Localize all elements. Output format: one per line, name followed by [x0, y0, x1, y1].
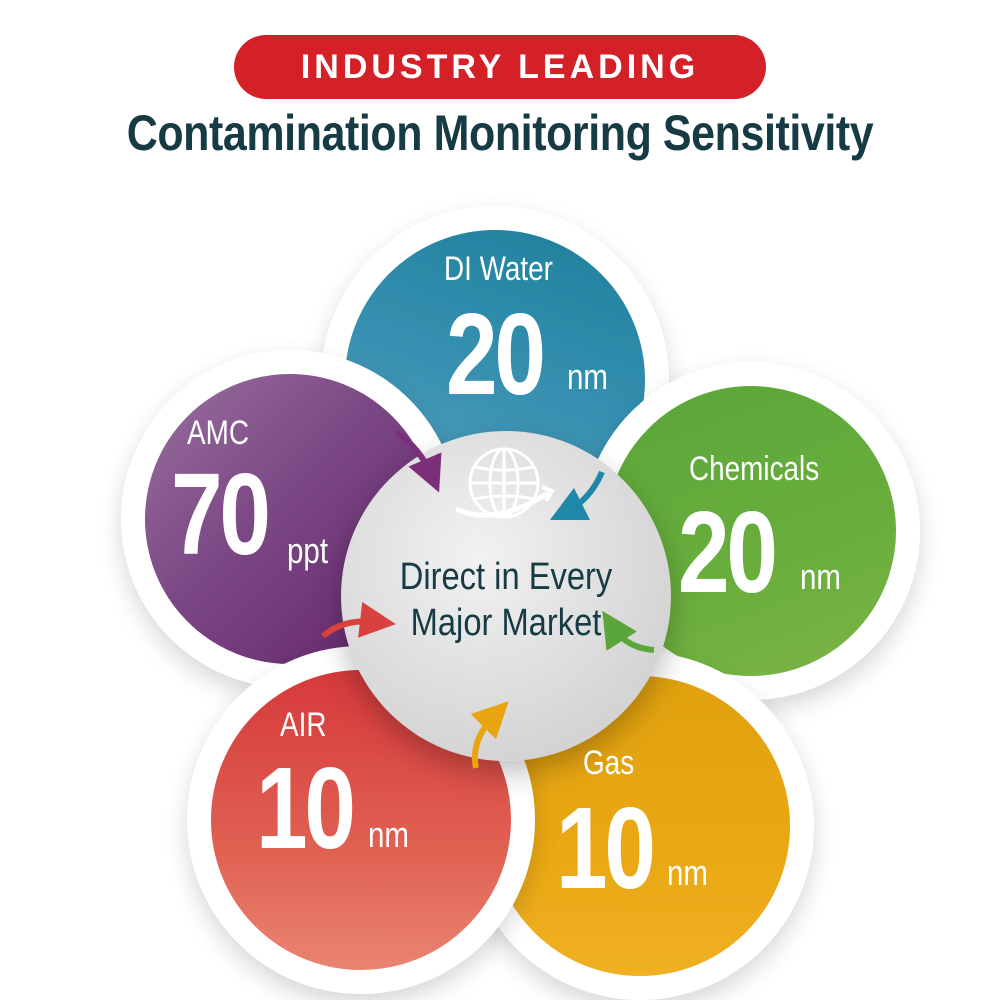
badge-text: INDUSTRY LEADING [300, 47, 700, 86]
gas-arrow [470, 701, 509, 769]
gas-unit: nm [667, 852, 709, 893]
di-water-label: DI Water [444, 250, 553, 288]
amc-label: AMC [187, 414, 249, 452]
globe-icon [454, 447, 555, 519]
amc-value: 70 [171, 449, 271, 579]
di-water-arrow [549, 470, 605, 521]
gas-value: 10 [556, 783, 656, 913]
chemicals-label: Chemicals [689, 450, 820, 488]
chemicals-value: 20 [678, 487, 778, 617]
air-arrow [321, 602, 396, 639]
di-water-unit: nm [567, 356, 609, 397]
air-label: AIR [280, 706, 327, 744]
chemicals-unit: nm [800, 556, 842, 597]
amc-arrow [394, 429, 442, 493]
gas-label: Gas [583, 744, 635, 782]
chemicals-arrow [602, 610, 655, 653]
air-value: 10 [256, 743, 356, 873]
di-water-value: 20 [446, 289, 546, 419]
center-line-2: Major Market [410, 601, 602, 644]
center-text: Direct in Every Major Market [364, 555, 648, 646]
air-unit: nm [368, 814, 410, 855]
center-line-1: Direct in Every [399, 556, 613, 598]
page-title: Contamination Monitoring Sensitivity [126, 105, 874, 161]
industry-leading-badge: INDUSTRY LEADING [234, 35, 766, 99]
amc-unit: ppt [287, 530, 329, 571]
